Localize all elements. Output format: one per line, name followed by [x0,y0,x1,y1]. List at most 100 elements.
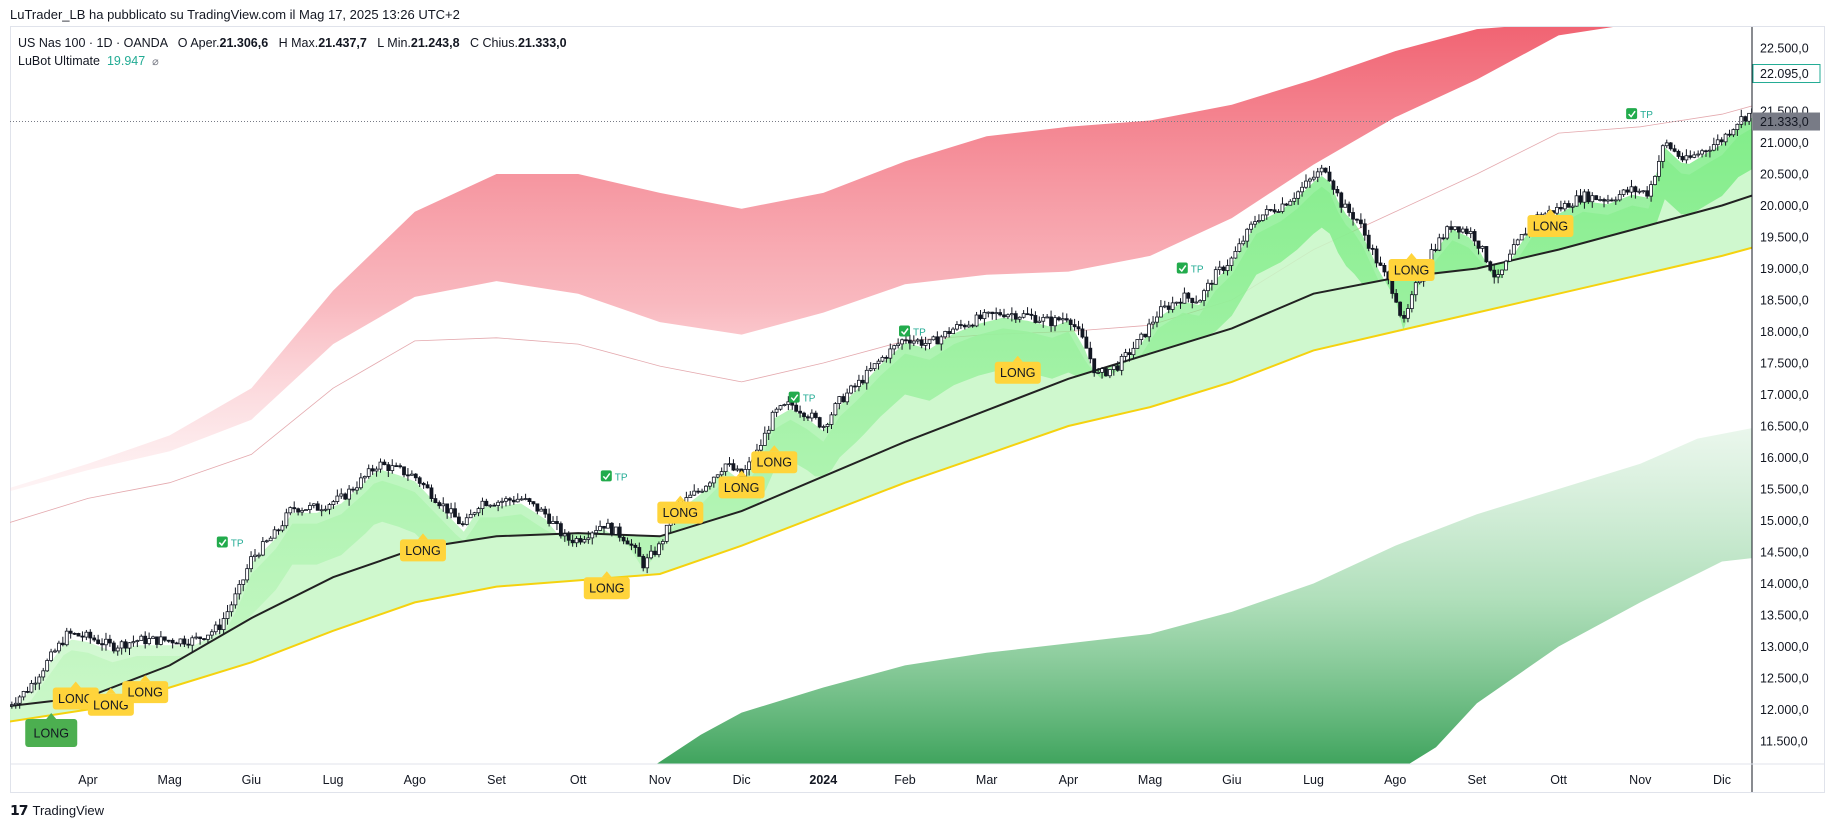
candle-body [578,538,583,543]
candle-body [1272,209,1277,213]
long-signal-label[interactable]: LONG [583,571,630,600]
candle-body [939,336,944,345]
take-profit-marker[interactable]: TP [216,536,244,550]
publisher-line: LuTrader_LB ha pubblicato su TradingView… [10,7,460,22]
candle-body [147,638,152,645]
plot-area[interactable] [6,23,1782,773]
candle-body [1237,243,1242,252]
candle-body [1155,316,1159,323]
long-signal-text: LONG [127,686,162,700]
candle-body [1602,199,1606,202]
candle-body [1335,189,1340,194]
take-profit-marker[interactable]: TP [600,470,628,483]
long-signal-label[interactable]: LONG [994,355,1041,384]
candle-body [37,676,42,684]
candle-body [747,461,752,470]
indicator-name[interactable]: LuBot Ultimate [18,54,100,68]
symbol-title[interactable]: US Nas 100 · 1D · OANDA [18,36,168,50]
indicator-value: 19.947 [106,54,146,68]
time-axis[interactable]: Apr Mag Giu Lug Ago Set Ott Nov Dic 2024 Feb Mar Apr… [10,763,1825,787]
long-signal-label[interactable]: LONG [751,445,798,474]
candle-body [1668,142,1673,150]
candle-body [206,634,210,640]
time-tick-label: Lug [1303,773,1324,787]
candle-body [1221,266,1226,271]
candle-body [25,691,30,693]
candle-body [1457,226,1461,233]
candle-body [1723,133,1728,143]
candle-body [1715,139,1720,145]
candle-body [1574,195,1579,207]
candle-body [33,682,38,685]
candle-body [304,509,308,512]
take-profit-marker[interactable]: TP [899,325,926,339]
candle-body [1006,314,1010,318]
candle-body [511,499,516,503]
price-axis[interactable]: 22.500,021.500,021.000,020.500,020.000,0… [1751,27,1821,792]
candle-body [284,512,289,527]
long-signal-label[interactable]: LONG [657,495,704,524]
candle-body [331,501,336,505]
candle-body [441,503,446,507]
candle-body [809,412,814,419]
take-profit-marker[interactable]: TP [1626,108,1653,121]
time-tick-label: Dic [733,773,751,787]
candle-body [794,404,799,412]
candle-body [1339,192,1344,208]
candle-body [123,641,128,649]
chart-overlay: LONG LONGLONGLONGLONGLONGLONGLONGLONGLONG… [25,108,1653,747]
take-profit-marker[interactable]: TP [788,391,816,405]
high-value: 21.437,7 [318,36,367,50]
candle-body [1508,253,1512,262]
high-label: H [278,36,288,50]
long-signal-label[interactable]: LONG [1388,253,1435,282]
candle-body [515,498,520,503]
long-signal-label[interactable]: LONG [1527,208,1574,237]
long-signal-label[interactable]: LONG [399,533,446,562]
hide-values-icon[interactable]: ⌀ [152,56,159,68]
candle-body [507,498,512,501]
candle-body [911,340,916,344]
candle-body [758,445,763,451]
candle-body [962,324,967,328]
candle-body [1562,203,1567,210]
candle-body [970,324,975,327]
live-price-label: 22.095,0 [1760,67,1809,81]
candle-body [868,368,873,371]
candle-body [1413,282,1418,296]
candle-body [551,521,555,524]
candle-body [1206,282,1210,292]
candle-body [1127,352,1132,356]
time-tick-label: Dic [1713,773,1731,787]
candle-body [335,495,340,502]
candle-body [390,465,395,471]
candle-body [817,417,822,428]
candle-body [72,632,77,635]
long-signal-label[interactable]: LONG [25,712,78,747]
candle-body [1775,84,1778,90]
candle-body [1049,316,1053,327]
tradingview-brand[interactable]: 𝟭𝟳 TradingView [10,802,104,819]
long-signal-label[interactable]: LONG [718,470,765,499]
candle-body [386,464,391,471]
candle-body [864,369,869,384]
candle-body [888,348,893,359]
candle-body [433,498,438,503]
candle-body [841,396,846,403]
price-tick-label: 17.000,0 [1760,388,1809,402]
candle-body [606,522,610,529]
candle-body [504,498,508,502]
candle-body [472,512,477,515]
candle-body [927,339,932,344]
take-profit-marker[interactable]: TP [1176,262,1204,276]
long-signal-label[interactable]: LONG [122,675,169,704]
candle-body [1653,175,1657,186]
candle-body [457,516,461,525]
chart-legend: US Nas 100 · 1D · OANDA O Aper.21.306,6 … [18,34,567,71]
candle-body [319,509,324,512]
candle-body [237,584,242,595]
candle-body [406,474,410,477]
long-signal-label[interactable]: LONG [52,681,99,710]
candle-body [276,529,281,532]
